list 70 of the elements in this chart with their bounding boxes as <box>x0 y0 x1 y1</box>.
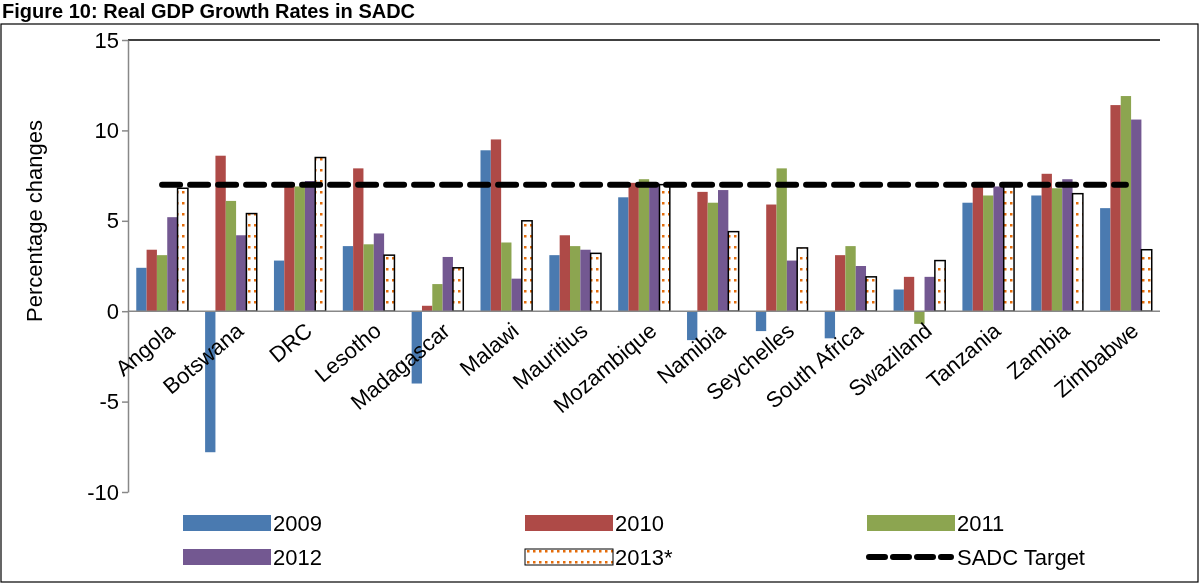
bar <box>718 190 729 312</box>
bar <box>136 267 147 312</box>
bar <box>628 182 639 312</box>
bar <box>273 260 285 312</box>
bar <box>914 311 925 324</box>
bar <box>1062 179 1073 312</box>
bar <box>225 200 237 312</box>
y-tick-label: 0 <box>106 298 119 324</box>
bar <box>452 267 465 312</box>
bar <box>766 204 777 312</box>
chart-title: Figure 10: Real GDP Growth Rates in SADC <box>2 0 416 22</box>
bar <box>146 249 157 312</box>
bar <box>835 255 846 312</box>
bar <box>796 247 809 312</box>
bar <box>776 168 787 312</box>
legend-label: 2013* <box>615 545 673 570</box>
legend-label: 2011 <box>957 511 1005 536</box>
legend-label: 2009 <box>273 511 322 536</box>
bar <box>638 179 650 312</box>
bar <box>707 202 719 312</box>
bar <box>490 139 502 312</box>
bar <box>156 255 168 312</box>
bar <box>363 244 374 312</box>
y-tick-label: -10 <box>87 479 119 505</box>
legend-label: SADC Target <box>957 545 1085 570</box>
bar <box>342 246 354 312</box>
y-tick-label: -5 <box>99 389 119 415</box>
bar <box>521 220 533 312</box>
bar <box>167 217 178 312</box>
y-tick-label: 5 <box>106 208 119 234</box>
bar <box>1131 119 1142 312</box>
bar <box>480 150 491 312</box>
bar <box>501 242 512 312</box>
bar <box>549 255 560 312</box>
bar <box>697 191 708 312</box>
bar <box>865 276 878 312</box>
bar <box>727 230 740 312</box>
bar <box>1110 105 1121 312</box>
bar <box>580 249 591 312</box>
bar <box>353 168 364 312</box>
bar <box>1140 248 1153 312</box>
bar <box>432 284 443 312</box>
bar <box>1031 195 1042 312</box>
bar <box>845 246 856 312</box>
y-tick-label: 15 <box>94 27 119 53</box>
bar <box>983 195 994 312</box>
bar <box>962 202 973 312</box>
bar <box>245 212 258 312</box>
bar <box>511 278 522 312</box>
bar <box>934 259 946 312</box>
bar <box>1041 173 1052 312</box>
bar <box>618 197 629 312</box>
bar <box>236 235 247 312</box>
bar <box>1051 188 1063 312</box>
y-tick-label: 10 <box>94 117 119 143</box>
bar <box>304 181 316 312</box>
bar <box>1120 96 1132 312</box>
bar <box>559 235 570 312</box>
y-axis-title: Percentage changes <box>22 120 47 322</box>
bar <box>569 246 581 312</box>
legend-label: 2012 <box>273 545 322 570</box>
bar <box>294 186 305 312</box>
bar <box>589 252 602 312</box>
bar <box>1100 208 1111 312</box>
bar <box>903 276 915 312</box>
bar <box>215 155 226 312</box>
bar <box>993 186 1004 312</box>
bar <box>1071 192 1084 312</box>
legend-label: 2010 <box>615 511 664 536</box>
bar <box>383 254 396 312</box>
